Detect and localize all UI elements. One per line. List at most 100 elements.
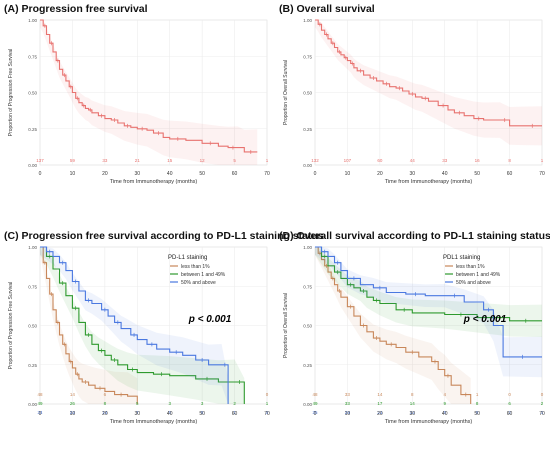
risk-number: 0 (541, 392, 544, 397)
risk-number: 14 (70, 392, 76, 397)
legend-entry: between 1 and 49% (181, 272, 226, 278)
risk-number: 14 (377, 392, 383, 397)
risk-number: 48 (312, 392, 318, 397)
risk-number: 8 (508, 158, 511, 163)
risk-number: 2 (508, 410, 511, 415)
risk-number: 48 (37, 392, 43, 397)
risk-number: 1 (541, 410, 544, 415)
y-axis-label: Proportion of Progression Free Survival (8, 282, 14, 370)
risk-number: 5 (136, 401, 139, 406)
risk-number: 6 (168, 410, 171, 415)
risk-number: 34 (37, 410, 43, 415)
y-tick-label: 1.00 (28, 18, 37, 23)
risk-number: 33 (102, 158, 108, 163)
x-tick-label: 30 (135, 411, 141, 417)
x-tick-label: 60 (232, 411, 238, 417)
risk-number: 60 (377, 158, 383, 163)
risk-number: 3 (168, 401, 171, 406)
x-tick-label: 30 (135, 171, 141, 177)
confidence-band (315, 20, 542, 146)
chart-panel-a: (A) Progression free survival 0.00 0.25 0.… (0, 0, 275, 227)
risk-number: 22 (70, 410, 76, 415)
risk-number: 26 (70, 401, 76, 406)
risk-number: 17 (377, 401, 383, 406)
x-tick-label: 30 (410, 411, 416, 417)
x-tick-label: 20 (102, 171, 108, 177)
x-axis-label: Time from Immunotherapy (months) (385, 179, 473, 185)
x-tick-label: 60 (507, 411, 513, 417)
series-line (315, 19, 542, 127)
risk-number: 29 (345, 410, 351, 415)
x-tick-label: 50 (199, 411, 205, 417)
x-axis-label: Time from Immunotherapy (months) (385, 419, 473, 425)
y-tick-label: 0.50 (303, 91, 312, 96)
risk-number: 8 (104, 401, 107, 406)
x-tick-label: 0 (314, 171, 317, 177)
risk-number: 5 (233, 158, 236, 163)
risk-number: 33 (442, 158, 448, 163)
risk-number: 12 (200, 158, 206, 163)
x-tick-label: 10 (345, 171, 351, 177)
y-tick-label: 0.00 (303, 402, 312, 407)
y-tick-label: 0.75 (303, 54, 312, 59)
x-tick-label: 40 (442, 171, 448, 177)
x-tick-label: 0 (39, 171, 42, 177)
series-line (40, 19, 258, 153)
x-tick-label: 20 (377, 411, 383, 417)
y-axis-label: Proportion of Progression Free Survival (8, 49, 14, 137)
x-tick-label: 50 (474, 171, 480, 177)
x-tick-label: 0 (39, 411, 42, 417)
series-line (40, 246, 138, 404)
y-tick-label: 0.25 (28, 363, 37, 368)
risk-number: 12 (410, 410, 416, 415)
x-axis-label: Time from Immunotherapy (months) (110, 419, 198, 425)
chart-title: (B) Overall survival (279, 3, 375, 15)
x-tick-label: 0 (314, 411, 317, 417)
confidence-band (315, 247, 542, 337)
risk-number: 15 (167, 158, 173, 163)
risk-number: 2 (541, 401, 544, 406)
x-tick-label: 50 (474, 411, 480, 417)
y-tick-label: 0.50 (28, 324, 37, 329)
y-tick-label: 0.00 (28, 163, 37, 168)
risk-number: 49 (37, 401, 43, 406)
risk-number: 6 (104, 392, 107, 397)
risk-number: 8 (411, 392, 414, 397)
x-tick-label: 10 (70, 411, 76, 417)
legend-title: PD-L1 staining (168, 255, 207, 261)
x-tick-label: 70 (539, 171, 545, 177)
y-tick-label: 0.00 (303, 163, 312, 168)
risk-number: 7 (136, 410, 139, 415)
x-tick-label: 70 (264, 411, 270, 417)
y-tick-label: 0.75 (28, 54, 37, 59)
risk-number: 137 (36, 158, 44, 163)
risk-number: 132 (311, 158, 319, 163)
x-tick-label: 50 (199, 171, 205, 177)
confidence-band (40, 247, 245, 404)
y-tick-label: 1.00 (303, 245, 312, 250)
confidence-band (40, 20, 258, 165)
chart-panel-d: (D) Overall survival according to PD-L1 … (275, 227, 550, 454)
series-line (40, 246, 229, 404)
risk-number: 1 (541, 158, 544, 163)
legend-entry: 50% and above (181, 280, 216, 286)
x-tick-label: 30 (410, 171, 416, 177)
risk-number: 4 (443, 392, 446, 397)
risk-number: 6 (443, 410, 446, 415)
legend-entry: less than 1% (456, 264, 485, 270)
x-tick-label: 20 (102, 411, 108, 417)
series-line (315, 246, 542, 358)
chart-panel-c: (C) Progression free survival according … (0, 227, 324, 454)
x-tick-label: 70 (264, 171, 270, 177)
y-tick-label: 0.25 (303, 127, 312, 132)
legend-entry: 50% and above (456, 280, 491, 286)
y-tick-label: 0.25 (303, 363, 312, 368)
x-axis-label: Time from Immunotherapy (months) (110, 179, 198, 185)
chart-title: (A) Progression free survival (4, 3, 148, 15)
x-tick-label: 60 (507, 171, 513, 177)
risk-number: 21 (377, 410, 383, 415)
x-tick-label: 40 (442, 411, 448, 417)
legend-entry: less than 1% (181, 264, 210, 270)
